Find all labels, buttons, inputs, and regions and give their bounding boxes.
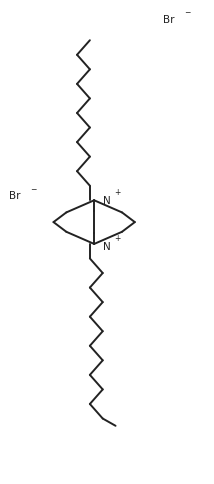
Text: N: N [103, 196, 110, 206]
Text: +: + [114, 188, 121, 197]
Text: −: − [30, 184, 36, 193]
Text: N: N [103, 242, 110, 252]
Text: −: − [184, 9, 190, 17]
Text: +: + [114, 234, 121, 242]
Text: Br: Br [9, 191, 20, 201]
Text: Br: Br [163, 15, 174, 25]
